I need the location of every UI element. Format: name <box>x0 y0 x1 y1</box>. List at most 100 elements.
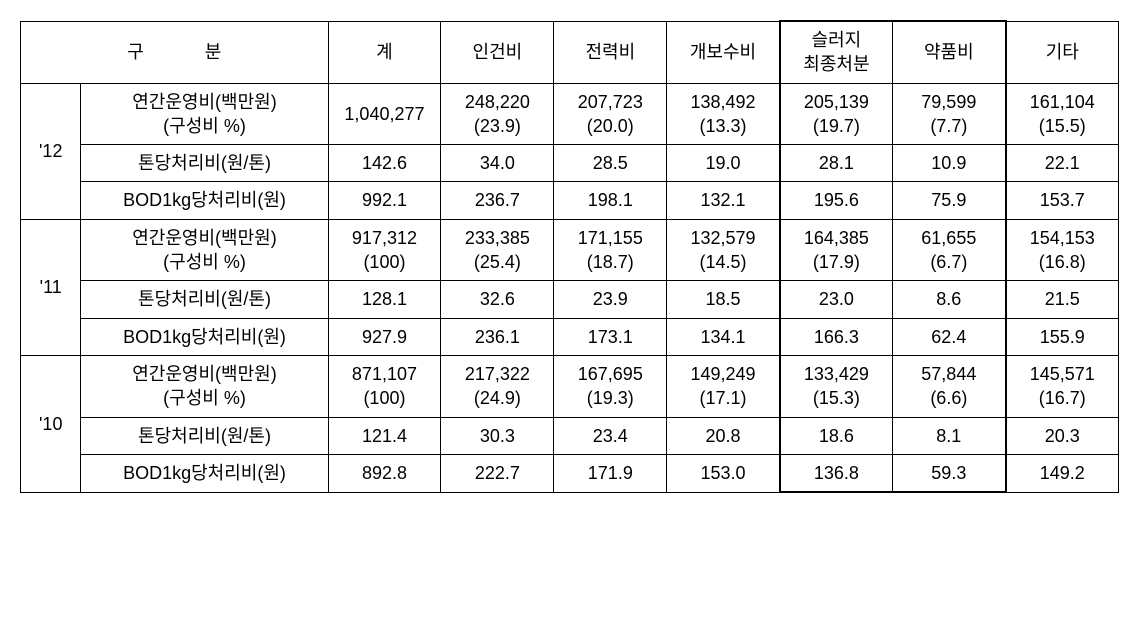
annual-label-l2: (구성비 %) <box>85 250 323 274</box>
header-gubun: 구 분 <box>21 21 329 83</box>
cell: 28.1 <box>780 145 893 182</box>
cell: 132.1 <box>667 182 780 219</box>
cell: 8.6 <box>893 281 1006 318</box>
table-row: 톤당처리비(원/톤) 128.1 32.6 23.9 18.5 23.0 8.6… <box>21 281 1119 318</box>
annual-label-l1: 연간운영비(백만원) <box>85 90 323 114</box>
cell: 142.6 <box>328 145 441 182</box>
cell-top: 871,107 <box>333 362 437 386</box>
cell-bot: (16.7) <box>1011 386 1114 410</box>
cell: 149,249 (17.1) <box>667 355 780 417</box>
cell-bot: (100) <box>333 386 437 410</box>
row-label-bod: BOD1kg당처리비(원) <box>81 318 328 355</box>
cell-top: 138,492 <box>671 90 774 114</box>
cell: 132,579 (14.5) <box>667 219 780 281</box>
cell: 166.3 <box>780 318 893 355</box>
cell: 134.1 <box>667 318 780 355</box>
year-cell: '11 <box>21 219 81 355</box>
cell: 136.8 <box>780 454 893 492</box>
table-row: '12 연간운영비(백만원) (구성비 %) 1,040,277 248,220… <box>21 83 1119 145</box>
year-cell: '10 <box>21 355 81 492</box>
cell: 18.5 <box>667 281 780 318</box>
cell: 57,844 (6.6) <box>893 355 1006 417</box>
cell: 23.4 <box>554 417 667 454</box>
cell: 207,723 (20.0) <box>554 83 667 145</box>
cell-top: 233,385 <box>445 226 549 250</box>
cell: 20.3 <box>1006 417 1119 454</box>
cell-top: 205,139 <box>785 90 888 114</box>
cell-bot: (17.1) <box>671 386 774 410</box>
table-row: BOD1kg당처리비(원) 892.8 222.7 171.9 153.0 13… <box>21 454 1119 492</box>
header-etc: 기타 <box>1006 21 1119 83</box>
cell-top: 145,571 <box>1011 362 1114 386</box>
cell-top: 57,844 <box>897 362 1000 386</box>
cell-top: 154,153 <box>1011 226 1114 250</box>
cell-top: 161,104 <box>1011 90 1114 114</box>
cell: 75.9 <box>893 182 1006 219</box>
cell: 155.9 <box>1006 318 1119 355</box>
cell-top: 79,599 <box>897 90 1000 114</box>
cell-top: 207,723 <box>558 90 662 114</box>
cell-bot: (25.4) <box>445 250 549 274</box>
cell: 154,153 (16.8) <box>1006 219 1119 281</box>
cell-top: 61,655 <box>897 226 1000 250</box>
cell-bot: (24.9) <box>445 386 549 410</box>
cell: 871,107 (100) <box>328 355 441 417</box>
cell: 217,322 (24.9) <box>441 355 554 417</box>
annual-label-l2: (구성비 %) <box>85 114 323 138</box>
cell: 145,571 (16.7) <box>1006 355 1119 417</box>
table-row: BOD1kg당처리비(원) 992.1 236.7 198.1 132.1 19… <box>21 182 1119 219</box>
annual-label-l1: 연간운영비(백만원) <box>85 226 323 250</box>
cell-bot: (20.0) <box>558 114 662 138</box>
cell: 28.5 <box>554 145 667 182</box>
cell: 992.1 <box>328 182 441 219</box>
cell: 23.0 <box>780 281 893 318</box>
row-label-per-ton: 톤당처리비(원/톤) <box>81 281 328 318</box>
cell-bot: (15.3) <box>785 386 888 410</box>
cell-bot: (15.5) <box>1011 114 1114 138</box>
cell: 233,385 (25.4) <box>441 219 554 281</box>
row-label-annual: 연간운영비(백만원) (구성비 %) <box>81 219 328 281</box>
cell-top: 1,040,277 <box>333 102 437 126</box>
cell-bot: (6.7) <box>897 250 1000 274</box>
cell-top: 132,579 <box>671 226 774 250</box>
table-row: '10 연간운영비(백만원) (구성비 %) 871,107 (100) 217… <box>21 355 1119 417</box>
cell-bot: (17.9) <box>785 250 888 274</box>
cell: 138,492 (13.3) <box>667 83 780 145</box>
year-cell: '12 <box>21 83 81 219</box>
cell-top: 167,695 <box>558 362 662 386</box>
header-repair: 개보수비 <box>667 21 780 83</box>
header-power: 전력비 <box>554 21 667 83</box>
table-row: BOD1kg당처리비(원) 927.9 236.1 173.1 134.1 16… <box>21 318 1119 355</box>
cell-bot: (13.3) <box>671 114 774 138</box>
cell-bot: (100) <box>333 250 437 274</box>
cell: 79,599 (7.7) <box>893 83 1006 145</box>
cell: 128.1 <box>328 281 441 318</box>
cell: 20.8 <box>667 417 780 454</box>
cell-top: 171,155 <box>558 226 662 250</box>
cell: 1,040,277 <box>328 83 441 145</box>
cell: 59.3 <box>893 454 1006 492</box>
cell: 149.2 <box>1006 454 1119 492</box>
cell: 30.3 <box>441 417 554 454</box>
cell: 236.1 <box>441 318 554 355</box>
cell: 171.9 <box>554 454 667 492</box>
cell: 21.5 <box>1006 281 1119 318</box>
cell-bot: (18.7) <box>558 250 662 274</box>
annual-label-l1: 연간운영비(백만원) <box>85 362 323 386</box>
cell: 167,695 (19.3) <box>554 355 667 417</box>
table-row: 톤당처리비(원/톤) 142.6 34.0 28.5 19.0 28.1 10.… <box>21 145 1119 182</box>
cell: 153.7 <box>1006 182 1119 219</box>
cell: 195.6 <box>780 182 893 219</box>
cell: 61,655 (6.7) <box>893 219 1006 281</box>
cell: 892.8 <box>328 454 441 492</box>
cell: 917,312 (100) <box>328 219 441 281</box>
cell: 22.1 <box>1006 145 1119 182</box>
cell-bot: (16.8) <box>1011 250 1114 274</box>
cell: 248,220 (23.9) <box>441 83 554 145</box>
cell: 32.6 <box>441 281 554 318</box>
cell: 236.7 <box>441 182 554 219</box>
cell-bot: (19.3) <box>558 386 662 410</box>
cell-bot: (23.9) <box>445 114 549 138</box>
cell-bot: (7.7) <box>897 114 1000 138</box>
table-row: '11 연간운영비(백만원) (구성비 %) 917,312 (100) 233… <box>21 219 1119 281</box>
